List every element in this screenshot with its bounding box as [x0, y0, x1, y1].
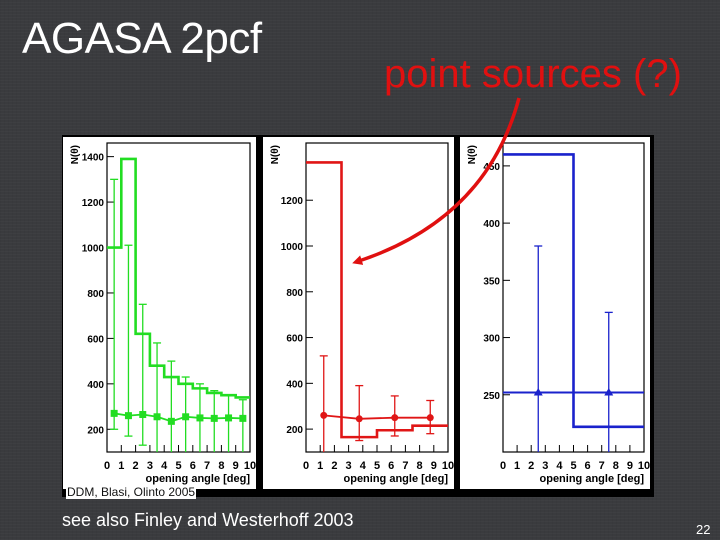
histogram-line — [107, 157, 250, 399]
y-tick-label: 1200 — [82, 198, 105, 209]
x-tick-label: 5 — [175, 460, 181, 472]
y-tick-label: 250 — [483, 391, 500, 402]
expected-line — [114, 412, 243, 423]
data-point — [604, 387, 614, 396]
data-point — [210, 414, 218, 422]
x-tick-label: 2 — [528, 460, 534, 472]
x-axis-label: opening angle [deg] — [540, 473, 645, 485]
x-tick-label: 9 — [627, 460, 633, 472]
data-point — [124, 412, 132, 420]
charts-svg: 0 1 2 3 4 5 6 7 8 9 10200400600800100012001400N(θ)… — [63, 137, 650, 489]
y-tick-label: 400 — [286, 379, 303, 390]
x-tick-label: 8 — [417, 460, 423, 472]
y-tick-label: 400 — [87, 380, 104, 391]
y-tick-label: 1000 — [82, 244, 105, 255]
histogram-line — [306, 161, 448, 439]
x-tick-label: 0 — [303, 460, 309, 472]
y-tick-label: 1200 — [281, 196, 304, 207]
page-number: 22 — [696, 522, 711, 537]
x-tick-label: 5 — [374, 460, 380, 472]
x-tick-label: 5 — [570, 460, 576, 472]
chart-panel-1: 0 1 2 3 4 5 6 7 8 9 10 200 400 600 800 1000 1200 1400N(θ)… — [63, 137, 256, 489]
y-tick-label: 350 — [483, 276, 500, 287]
y-axis-label: N(θ) — [467, 145, 478, 164]
x-axis-label: opening angle [deg] — [146, 473, 251, 485]
figure-panel: 0 1 2 3 4 5 6 7 8 9 10 200 400 600 800 1000 1200 1400 N(θ)… — [62, 135, 654, 497]
x-tick-label: 3 — [346, 460, 352, 472]
x-tick-label: 10 — [244, 460, 256, 472]
x-tick-label: 10 — [638, 460, 650, 472]
data-point — [533, 387, 543, 396]
x-tick-label: 7 — [204, 460, 210, 472]
x-tick-label: 10 — [442, 460, 454, 472]
data-point — [391, 414, 399, 422]
chart-panel-2: 0 1 2 3 4 5 6 7 8 9 10 200 400 600 800 1000 1200 N(θ) open… — [263, 137, 454, 489]
data-point — [182, 413, 190, 421]
data-point — [153, 413, 161, 421]
y-tick-label: 600 — [286, 334, 303, 345]
x-axis-label: opening angle [deg] — [344, 473, 449, 485]
x-tick-label: 6 — [190, 460, 196, 472]
data-point — [320, 411, 328, 419]
x-tick-label: 6 — [585, 460, 591, 472]
slide-subtitle: point sources (?) — [384, 52, 682, 96]
y-tick-label: 600 — [87, 334, 104, 345]
x-tick-label: 0 — [500, 460, 506, 472]
x-tick-label: 1 — [317, 460, 323, 472]
x-tick-label: 3 — [542, 460, 548, 472]
footnote: see also Finley and Westerhoff 2003 — [62, 510, 354, 530]
x-tick-label: 3 — [147, 460, 153, 472]
data-point — [239, 414, 247, 422]
x-tick-label: 7 — [402, 460, 408, 472]
y-tick-label: 800 — [286, 288, 303, 299]
x-tick-label: 0 — [104, 460, 110, 472]
figure-credit: DDM, Blasi, Olinto 2005 — [66, 485, 197, 499]
data-point — [139, 411, 147, 419]
y-axis-label: N(θ) — [270, 145, 281, 164]
x-tick-label: 1 — [118, 460, 124, 472]
y-tick-label: 200 — [286, 425, 303, 436]
x-tick-label: 4 — [161, 460, 168, 472]
y-tick-label: 800 — [87, 289, 104, 300]
y-tick-label: 1000 — [281, 242, 304, 253]
y-tick-label: 300 — [483, 334, 500, 345]
slide-title: AGASA 2pcf — [22, 14, 262, 63]
data-point — [110, 409, 118, 417]
x-tick-label: 8 — [613, 460, 619, 472]
x-tick-label: 4 — [360, 460, 367, 472]
x-tick-label: 1 — [514, 460, 520, 472]
expected-line — [323, 414, 431, 420]
plot-background — [63, 137, 256, 489]
y-axis-label: N(θ) — [70, 145, 81, 164]
x-tick-label: 6 — [388, 460, 394, 472]
x-tick-label: 4 — [556, 460, 563, 472]
x-tick-label: 9 — [431, 460, 437, 472]
x-tick-label: 9 — [233, 460, 239, 472]
data-point — [426, 414, 434, 422]
y-tick-label: 200 — [87, 425, 104, 436]
y-tick-label: 450 — [483, 162, 500, 173]
x-tick-label: 8 — [218, 460, 224, 472]
y-tick-label: 400 — [483, 219, 500, 230]
data-point — [167, 417, 175, 425]
y-tick-label: 1400 — [82, 153, 105, 164]
chart-panel-3: 0 1 2 3 4 5 6 7 8 9 10 250 300 350 400 450 N(θ) opening a… — [460, 137, 650, 489]
data-point — [196, 414, 204, 422]
x-tick-label: 2 — [133, 460, 139, 472]
x-tick-label: 2 — [331, 460, 337, 472]
data-point — [225, 414, 233, 422]
plot-background — [460, 137, 650, 489]
x-tick-label: 7 — [599, 460, 605, 472]
data-point — [355, 415, 363, 423]
